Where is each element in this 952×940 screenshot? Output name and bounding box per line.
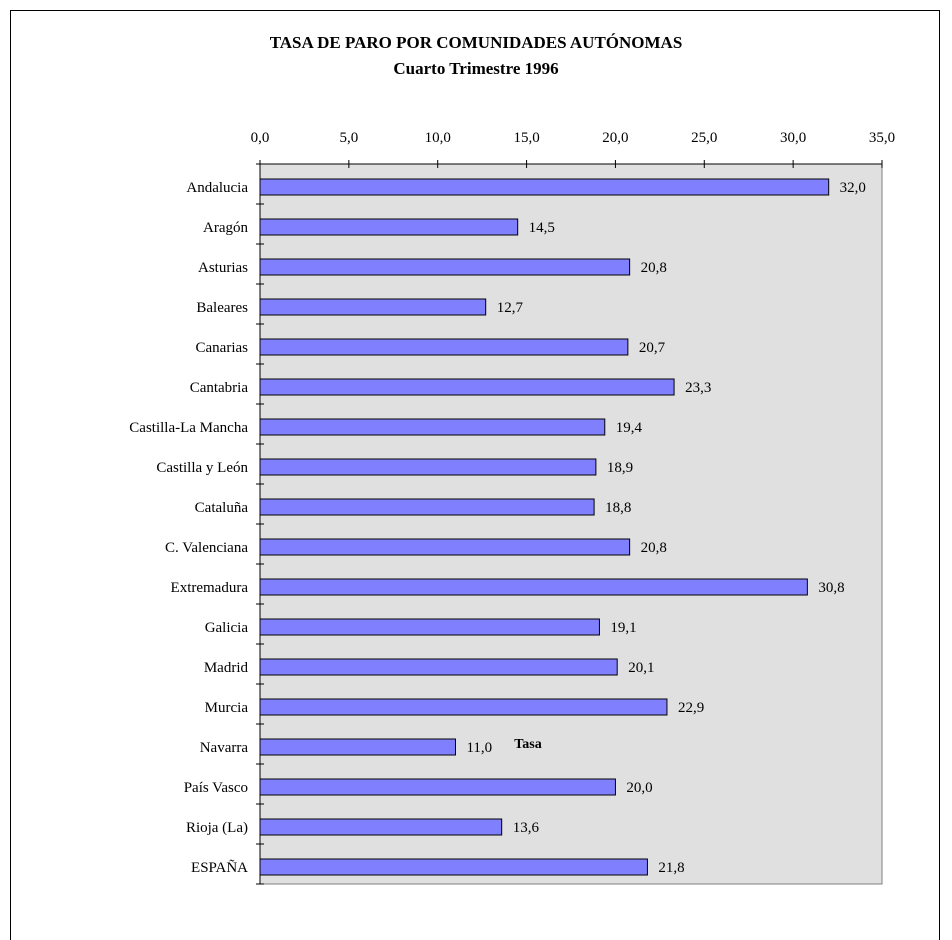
bar <box>259 338 629 356</box>
data-label: 20,1 <box>628 660 654 676</box>
bar <box>259 818 503 836</box>
category-label: País Vasco <box>184 780 248 796</box>
x-tick-label: 25,0 <box>691 130 717 146</box>
x-tick-label: 15,0 <box>513 130 539 146</box>
data-label: 18,9 <box>607 460 633 476</box>
data-label: 19,1 <box>610 620 636 636</box>
data-label: 20,8 <box>641 540 667 556</box>
bar <box>259 578 808 596</box>
bar <box>259 538 631 556</box>
bar <box>259 658 618 676</box>
data-label: 30,8 <box>818 580 844 596</box>
chart-subtitle: Cuarto Trimestre 1996 <box>393 59 559 78</box>
x-tick-label: 35,0 <box>869 130 895 146</box>
bar <box>259 698 668 716</box>
bar <box>259 258 631 276</box>
bar <box>259 378 675 396</box>
category-label: ESPAÑA <box>191 860 248 876</box>
x-tick-label: 30,0 <box>780 130 806 146</box>
category-label: Cantabria <box>190 380 249 396</box>
category-label: Galicia <box>205 620 249 636</box>
category-label: Extremadura <box>171 580 249 596</box>
category-label: Navarra <box>200 740 249 756</box>
category-label: Rioja (La) <box>186 820 248 836</box>
data-label: 32,0 <box>840 180 866 196</box>
bar <box>259 298 487 316</box>
x-axis-title: Tasa <box>514 737 542 752</box>
bar <box>259 778 616 796</box>
bar <box>259 858 648 876</box>
data-label: 12,7 <box>497 300 524 316</box>
category-label: Murcia <box>205 700 249 716</box>
category-label: Castilla-La Mancha <box>129 420 248 436</box>
category-label: Baleares <box>196 300 248 316</box>
category-label: Aragón <box>203 220 248 236</box>
bar <box>259 458 597 476</box>
data-label: 20,8 <box>641 260 667 276</box>
chart-title: TASA DE PARO POR COMUNIDADES AUTÓNOMAS <box>269 33 683 52</box>
data-label: 23,3 <box>685 380 711 396</box>
bar <box>259 218 519 236</box>
data-label: 14,5 <box>529 220 555 236</box>
bar <box>259 618 600 636</box>
data-label: 13,6 <box>513 820 540 836</box>
data-label: 21,8 <box>658 860 684 876</box>
category-label: Canarias <box>196 340 249 356</box>
data-label: 22,9 <box>678 700 704 716</box>
bar <box>259 498 595 516</box>
x-tick-label: 20,0 <box>602 130 628 146</box>
category-label: C. Valenciana <box>165 540 248 556</box>
bar <box>259 738 456 756</box>
data-label: 11,0 <box>466 740 492 756</box>
data-label: 20,7 <box>639 340 666 356</box>
category-label: Madrid <box>204 660 249 676</box>
x-tick-label: 5,0 <box>339 130 358 146</box>
data-label: 18,8 <box>605 500 631 516</box>
data-label: 19,4 <box>616 420 643 436</box>
x-tick-label: 10,0 <box>425 130 451 146</box>
bar <box>259 418 606 436</box>
data-label: 20,0 <box>626 780 652 796</box>
x-tick-label: 0,0 <box>251 130 270 146</box>
category-label: Andalucia <box>186 180 248 196</box>
category-label: Castilla y León <box>156 460 248 476</box>
category-label: Asturias <box>198 260 248 276</box>
category-label: Cataluña <box>195 500 249 516</box>
bar <box>259 178 830 196</box>
